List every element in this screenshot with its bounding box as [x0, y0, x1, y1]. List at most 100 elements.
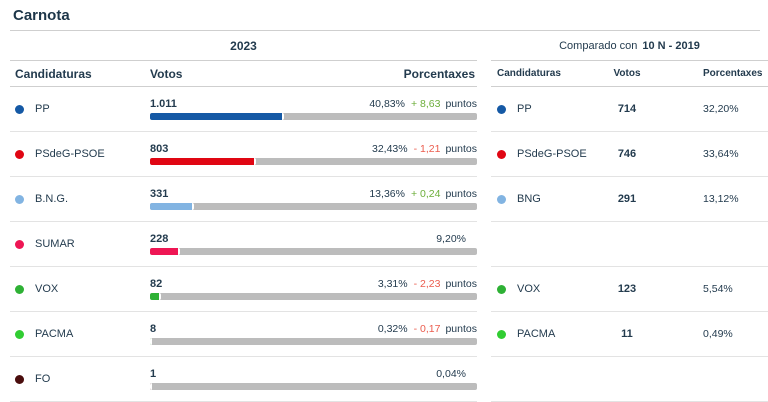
panel-comparison: Comparado con 10 N - 2019 Candidaturas V…	[491, 31, 768, 402]
percentage-line: 32,43% - 1,21 puntos	[372, 143, 477, 155]
party-color-dot-icon	[497, 149, 506, 159]
party-name: PP	[35, 103, 50, 115]
bar-topline: 8 0,32% - 0,17 puntos	[150, 323, 477, 335]
left-column-headers: Candidaturas Votos Porcentaxes	[10, 61, 477, 87]
panels-container: 2023 Candidaturas Votos Porcentaxes PP	[10, 31, 768, 402]
party-color-dot-icon	[15, 104, 24, 114]
party-name: SUMAR	[35, 238, 75, 250]
col-header-candidaturas: Candidaturas	[15, 66, 92, 81]
result-row-2019: PSdeG-PSOE 746 33,64%	[491, 132, 768, 177]
party-cell: PP	[10, 103, 150, 115]
result-row-2023: FO 1 0,04%	[10, 357, 477, 402]
delta-points: - 2,23	[413, 278, 441, 290]
bar-topline: 228 9,20%	[150, 233, 477, 245]
votes-bar-block: 1 0,04%	[150, 368, 477, 390]
result-row-2019: PP 714 32,20%	[491, 87, 768, 132]
panel-2023-header: 2023	[10, 31, 477, 61]
col-header-candidaturas: Candidaturas	[497, 68, 561, 79]
year-label: 2023	[230, 38, 257, 53]
result-row-2019	[491, 357, 768, 402]
votes-bar-block: 1.011 40,83% + 8,63 puntos	[150, 98, 477, 120]
party-name: VOX	[517, 283, 541, 295]
party-name: B.N.G.	[35, 193, 69, 205]
percentage-line: 40,83% + 8,63 puntos	[369, 98, 477, 110]
party-name: FO	[35, 373, 51, 385]
percentage-line: 9,20%	[436, 233, 477, 245]
party-cell: VOX	[491, 283, 603, 295]
percentage-value: 33,64%	[703, 148, 739, 160]
party-cell: PACMA	[491, 328, 603, 340]
votes-value: 746	[617, 148, 637, 160]
votes-bar-block: 8 0,32% - 0,17 puntos	[150, 323, 477, 345]
vote-bar-track	[150, 338, 477, 345]
votes-value: 228	[150, 233, 169, 245]
col-header-porcentaxes: Porcentaxes	[703, 68, 763, 79]
party-cell: PACMA	[10, 328, 150, 340]
vote-bar-track	[150, 293, 477, 300]
percentage-value: 5,54%	[703, 283, 733, 295]
percentage-value: 3,31%	[377, 278, 408, 290]
vote-bar-fill	[150, 248, 181, 255]
vote-bar-fill	[150, 383, 152, 390]
panel-comparison-header: Comparado con 10 N - 2019	[491, 31, 768, 61]
result-row-2023: PSdeG-PSOE 803 32,43% - 1,21 puntos	[10, 132, 477, 177]
result-row-2023: VOX 82 3,31% - 2,23 puntos	[10, 267, 477, 312]
party-cell: B.N.G.	[10, 193, 150, 205]
votes-value: 1.011	[150, 98, 177, 110]
votes-bar-block: 803 32,43% - 1,21 puntos	[150, 143, 477, 165]
bar-topline: 1.011 40,83% + 8,63 puntos	[150, 98, 477, 110]
party-name: PACMA	[517, 328, 556, 340]
party-cell: VOX	[10, 283, 150, 295]
col-header-porcentaxes: Porcentaxes	[403, 66, 475, 81]
puntos-label: puntos	[445, 278, 477, 290]
puntos-label: puntos	[445, 188, 477, 200]
votes-value: 11	[621, 328, 633, 340]
party-color-dot-icon	[497, 329, 506, 339]
bar-topline: 1 0,04%	[150, 368, 477, 380]
party-color-dot-icon	[15, 194, 24, 204]
result-row-2023: B.N.G. 331 13,36% + 0,24 puntos	[10, 177, 477, 222]
percentage-value: 40,83%	[369, 98, 405, 110]
percentage-value: 0,49%	[703, 328, 733, 340]
party-color-dot-icon	[15, 239, 24, 249]
party-cell: SUMAR	[10, 238, 150, 250]
bar-topline: 82 3,31% - 2,23 puntos	[150, 278, 477, 290]
vote-bar-fill	[150, 113, 284, 120]
party-name: BNG	[517, 193, 541, 205]
puntos-label: puntos	[445, 323, 477, 335]
percentage-value: 0,04%	[436, 368, 466, 380]
result-row-2019	[491, 222, 768, 267]
votes-value: 123	[617, 283, 637, 295]
votes-value: 82	[150, 278, 163, 290]
votes-bar-block: 331 13,36% + 0,24 puntos	[150, 188, 477, 210]
party-cell: BNG	[491, 193, 603, 205]
percentage-value: 13,12%	[703, 193, 739, 205]
vote-bar-track	[150, 203, 477, 210]
party-color-dot-icon	[15, 284, 24, 294]
party-name: PSdeG-PSOE	[35, 148, 105, 160]
vote-bar-fill	[150, 158, 257, 165]
col-header-votos: Votos	[150, 66, 183, 81]
votes-value: 8	[150, 323, 157, 335]
party-cell: PSdeG-PSOE	[10, 148, 150, 160]
percentage-value: 0,32%	[377, 323, 408, 335]
result-row-2023: PACMA 8 0,32% - 0,17 puntos	[10, 312, 477, 357]
votes-value: 1	[150, 368, 157, 380]
votes-value: 291	[617, 193, 637, 205]
party-name: PSdeG-PSOE	[517, 148, 587, 160]
party-color-dot-icon	[497, 104, 506, 114]
percentage-value: 9,20%	[436, 233, 466, 245]
page-title: Carnota	[13, 6, 70, 24]
percentage-line: 0,04%	[436, 368, 477, 380]
votes-value: 803	[150, 143, 169, 155]
left-rows: PP 1.011 40,83% + 8,63 puntos	[10, 87, 477, 402]
vote-bar-fill	[150, 293, 161, 300]
vote-bar-track	[150, 113, 477, 120]
right-column-headers: Candidaturas Votos Porcentaxes	[491, 61, 768, 87]
party-cell: FO	[10, 373, 150, 385]
percentage-line: 0,32% - 0,17 puntos	[378, 323, 477, 335]
compare-label: Comparado con	[559, 39, 638, 52]
delta-points: + 8,63	[410, 98, 441, 110]
vote-bar-track	[150, 248, 477, 255]
